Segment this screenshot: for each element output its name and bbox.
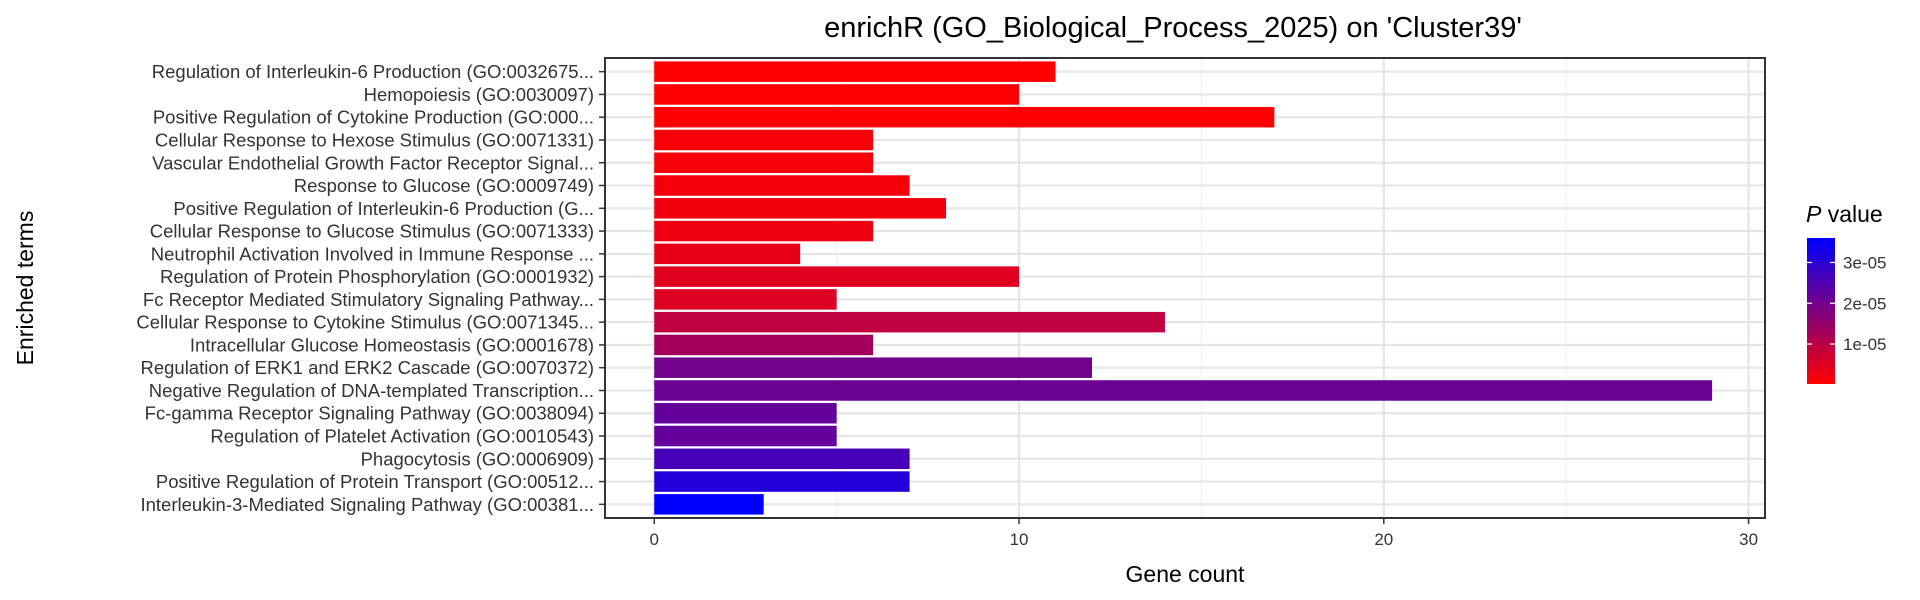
bar	[654, 266, 1020, 287]
bar	[654, 471, 910, 492]
legend-colorbar	[1807, 238, 1835, 384]
x-tick-label: 10	[1010, 530, 1029, 549]
bar	[654, 494, 764, 515]
y-tick-label: Positive Regulation of Cytokine Producti…	[153, 107, 594, 128]
y-tick-label: Cellular Response to Glucose Stimulus (G…	[150, 221, 594, 242]
chart-title: enrichR (GO_Biological_Process_2025) on …	[824, 12, 1522, 44]
bar	[654, 243, 801, 265]
bar	[654, 448, 910, 470]
bar	[654, 289, 837, 310]
y-tick-label: Regulation of Platelet Activation (GO:00…	[210, 426, 594, 447]
y-tick-label: Positive Regulation of Protein Transport…	[156, 471, 594, 492]
y-tick-label: Cellular Response to Cytokine Stimulus (…	[136, 312, 594, 333]
y-tick-label: Intracellular Glucose Homeostasis (GO:00…	[190, 334, 594, 355]
x-tick-label: 30	[1739, 530, 1758, 549]
y-tick-label: Hemopoiesis (GO:0030097)	[364, 84, 594, 105]
y-tick-label: Neutrophil Activation Involved in Immune…	[151, 243, 594, 264]
x-axis-ticks: 0 10 20 30	[650, 518, 1758, 549]
bar	[654, 129, 874, 151]
y-tick-label: Regulation of ERK1 and ERK2 Cascade (GO:…	[140, 357, 594, 378]
legend-title: P value	[1806, 201, 1883, 227]
p-value-legend: P value 1e-05 2e-05 3e-05	[1806, 201, 1886, 384]
y-tick-label: Phagocytosis (GO:0006909)	[361, 448, 594, 469]
bar-series	[654, 61, 1713, 515]
legend-ticks: 1e-05 2e-05 3e-05	[1807, 253, 1886, 354]
y-tick-label: Fc Receptor Mediated Stimulatory Signali…	[143, 289, 594, 310]
y-tick-label: Negative Regulation of DNA-templated Tra…	[149, 380, 594, 401]
bar	[654, 425, 837, 447]
y-tick-label: Cellular Response to Hexose Stimulus (GO…	[155, 129, 594, 150]
bar	[654, 61, 1056, 82]
y-tick-label: Response to Glucose (GO:0009749)	[294, 175, 594, 196]
y-axis-title: Enriched terms	[12, 211, 38, 366]
bar	[654, 220, 874, 242]
bar	[654, 403, 837, 424]
bar	[654, 152, 874, 173]
x-tick-label: 20	[1374, 530, 1393, 549]
legend-title-italic: P	[1806, 201, 1822, 227]
y-tick-label: Positive Regulation of Interleukin-6 Pro…	[173, 198, 594, 219]
bar	[654, 84, 1020, 105]
y-tick-label: Fc-gamma Receptor Signaling Pathway (GO:…	[145, 403, 594, 424]
legend-tick-label: 3e-05	[1843, 253, 1886, 272]
legend-tick-label: 1e-05	[1843, 335, 1886, 354]
y-tick-label: Vascular Endothelial Growth Factor Recep…	[152, 152, 594, 173]
y-axis-tick-labels: Regulation of Interleukin-6 Production (…	[136, 61, 605, 515]
bar	[654, 334, 874, 356]
x-tick-label: 0	[650, 530, 659, 549]
plot-panel-border	[604, 57, 1766, 519]
legend-tick-label: 2e-05	[1843, 294, 1886, 313]
x-axis-title: Gene count	[1126, 561, 1246, 587]
bar	[654, 380, 1713, 401]
y-tick-label: Interleukin-3-Mediated Signaling Pathway…	[140, 494, 594, 515]
bar	[654, 198, 947, 219]
y-tick-label: Regulation of Protein Phosphorylation (G…	[160, 266, 594, 287]
bar	[654, 357, 1092, 378]
bar	[654, 175, 910, 196]
y-tick-label: Regulation of Interleukin-6 Production (…	[152, 61, 594, 82]
bar	[654, 106, 1275, 128]
legend-title-rest: value	[1821, 201, 1882, 227]
bar	[654, 311, 1165, 333]
